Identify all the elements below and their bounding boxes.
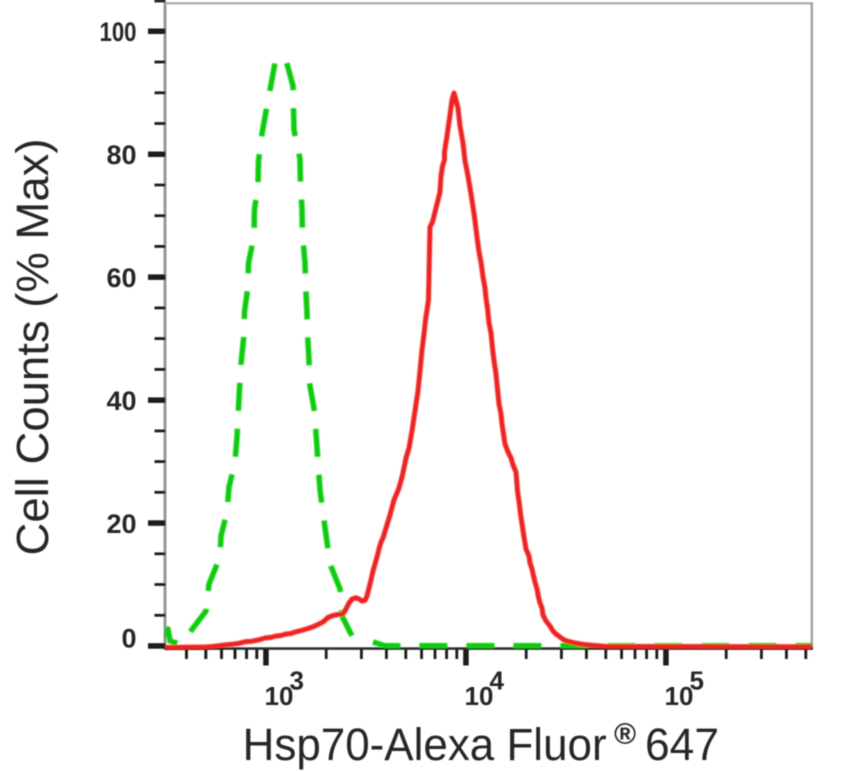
svg-text:10: 10 — [265, 681, 294, 711]
svg-text:3: 3 — [290, 666, 304, 696]
svg-text:10: 10 — [665, 681, 694, 711]
svg-text:60: 60 — [106, 263, 136, 293]
svg-text:10: 10 — [465, 681, 494, 711]
svg-text:80: 80 — [106, 140, 136, 170]
svg-text:5: 5 — [690, 666, 704, 696]
svg-text:0: 0 — [121, 624, 136, 654]
svg-text:20: 20 — [106, 509, 136, 539]
svg-text:100: 100 — [100, 17, 137, 47]
svg-text:Hsp70-Alexa Fluor: Hsp70-Alexa Fluor — [243, 719, 607, 770]
svg-text:647: 647 — [645, 719, 719, 770]
svg-text:4: 4 — [490, 666, 505, 696]
svg-text:40: 40 — [106, 386, 136, 416]
svg-text:Cell Counts (% Max): Cell Counts (% Max) — [7, 139, 58, 556]
svg-text:®: ® — [614, 718, 636, 751]
